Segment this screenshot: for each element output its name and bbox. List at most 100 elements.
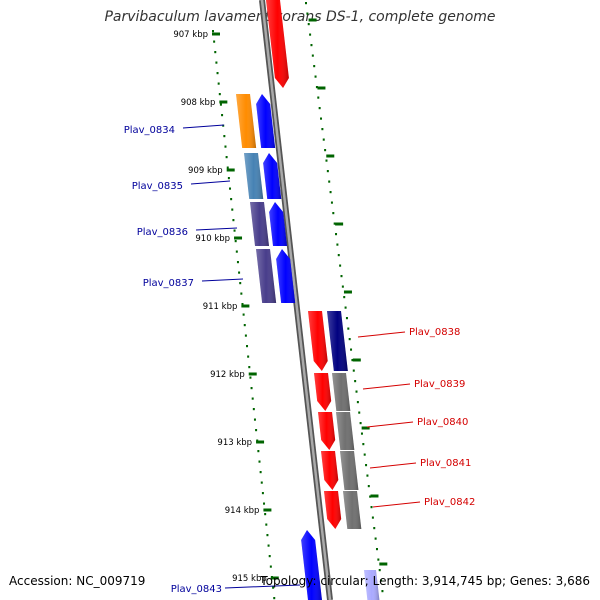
- ruler-dot: [251, 397, 254, 400]
- ruler-dot: [218, 93, 221, 96]
- ruler-dot: [229, 187, 232, 190]
- ruler-tick: [352, 358, 361, 362]
- ruler-dot: [259, 471, 262, 474]
- forward-cds-arrow: [256, 94, 276, 148]
- ruler-dot: [375, 548, 378, 551]
- gene-label[interactable]: Plav_0834: [124, 125, 175, 136]
- ruler-dot: [234, 240, 237, 243]
- ruler-dot: [325, 159, 328, 162]
- ruler-dot: [310, 44, 313, 47]
- ruler-dot: [223, 135, 226, 138]
- ruler-dot: [373, 527, 376, 530]
- ruler-dot: [336, 243, 339, 246]
- ruler-dot: [311, 54, 314, 57]
- ruler-dot: [269, 565, 272, 568]
- topology-text: Topology: circular; Length: 3,914,745 bp…: [260, 574, 590, 588]
- ruler-dot: [231, 208, 234, 211]
- ruler-dot: [324, 149, 327, 152]
- gene-label[interactable]: Plav_0839: [414, 379, 465, 390]
- ruler-dot: [248, 366, 251, 369]
- ruler-dot: [306, 12, 309, 15]
- ruler-dot: [215, 61, 218, 64]
- ruler-dot: [224, 145, 227, 148]
- ruler-dot: [365, 464, 368, 467]
- ruler-tick: [226, 168, 235, 172]
- gene-label[interactable]: Plav_0835: [132, 181, 183, 192]
- ruler-dot: [320, 117, 323, 120]
- ruler-dot: [317, 96, 320, 99]
- accession-text: Accession: NC_009719: [9, 574, 146, 588]
- ruler-dot: [212, 30, 214, 33]
- ruler-dot: [307, 23, 310, 26]
- ruler-tick: [241, 304, 250, 308]
- ruler-dot: [217, 82, 220, 85]
- ruler-tick: [234, 236, 243, 240]
- ruler-tick-label: 914 kbp: [225, 506, 260, 516]
- ruler-tick: [326, 154, 335, 158]
- ruler-dot: [246, 345, 249, 348]
- ruler-tick-label: 907 kbp: [173, 30, 208, 40]
- ruler-dot: [314, 75, 317, 78]
- ruler-dot: [238, 271, 241, 274]
- ruler-dot: [255, 429, 258, 432]
- ruler-tick: [370, 494, 379, 498]
- gene-label[interactable]: Plav_0836: [137, 227, 188, 238]
- gene-label[interactable]: Plav_0838: [409, 327, 460, 338]
- gene-label-line: [195, 227, 238, 231]
- reverse-cds-arrow: [314, 373, 332, 411]
- ruler-dot: [258, 460, 261, 463]
- cog-block: [327, 311, 348, 371]
- ruler-dot: [341, 285, 344, 288]
- gene-label[interactable]: Plav_0840: [417, 417, 468, 428]
- backbone-highlight: [260, 0, 332, 600]
- ruler-dot: [370, 506, 373, 509]
- forward-cds-arrow: [276, 249, 296, 303]
- cog-block: [244, 153, 264, 199]
- gene-label[interactable]: Plav_0841: [420, 458, 471, 469]
- reverse-cds-arrow: [308, 311, 328, 371]
- ruler-tick: [248, 372, 257, 376]
- gene-label[interactable]: Plav_0842: [424, 497, 475, 508]
- gene-label-line: [366, 421, 414, 428]
- ruler-dot: [313, 65, 316, 68]
- ruler-dot: [359, 422, 362, 425]
- ruler-tick: [270, 576, 279, 580]
- gene-labels: Plav_0834 Plav_0835 Plav_0836 Plav_0837 Plav…: [124, 124, 475, 595]
- ruler-dot: [230, 198, 233, 201]
- gene-label-line: [362, 383, 411, 390]
- ruler-tick-label: 915 kbp: [232, 574, 267, 584]
- ruler-dot: [354, 380, 357, 383]
- ruler-dot: [352, 369, 355, 372]
- ruler-dot: [236, 261, 239, 264]
- ruler-dot: [268, 555, 271, 558]
- ruler-dot: [247, 355, 250, 358]
- ruler-dot: [347, 327, 350, 330]
- reverse-cds-arrow: [321, 451, 339, 490]
- gene-label[interactable]: Plav_0843: [171, 584, 222, 595]
- ruler-dot: [335, 233, 338, 236]
- ruler-dot: [356, 401, 359, 404]
- gene-label-line: [369, 462, 417, 469]
- ruler-dot: [233, 229, 236, 232]
- ruler-dot: [340, 275, 343, 278]
- ruler-dot: [214, 51, 217, 54]
- ruler-dot: [244, 334, 247, 337]
- ruler-tick: [256, 440, 265, 444]
- gene-label-line: [372, 501, 421, 508]
- ruler-dot: [240, 292, 243, 295]
- ruler-dot: [232, 219, 235, 222]
- ruler-tick: [212, 32, 220, 36]
- ruler-dot: [219, 103, 222, 106]
- ruler-dot: [360, 432, 363, 435]
- gene-label[interactable]: Plav_0837: [143, 278, 194, 289]
- ruler-tick-label: 911 kbp: [203, 302, 238, 312]
- ruler-dot: [241, 303, 244, 306]
- ruler-dot: [371, 516, 374, 519]
- cog-block: [256, 249, 277, 303]
- cog-block: [340, 451, 359, 490]
- gene-label-line: [190, 180, 231, 185]
- ruler-dot: [337, 254, 340, 257]
- cog-block: [364, 570, 380, 600]
- ruler-dot: [322, 138, 325, 141]
- genome-title: Parvibaculum lavamentivorans DS-1, compl…: [104, 9, 496, 25]
